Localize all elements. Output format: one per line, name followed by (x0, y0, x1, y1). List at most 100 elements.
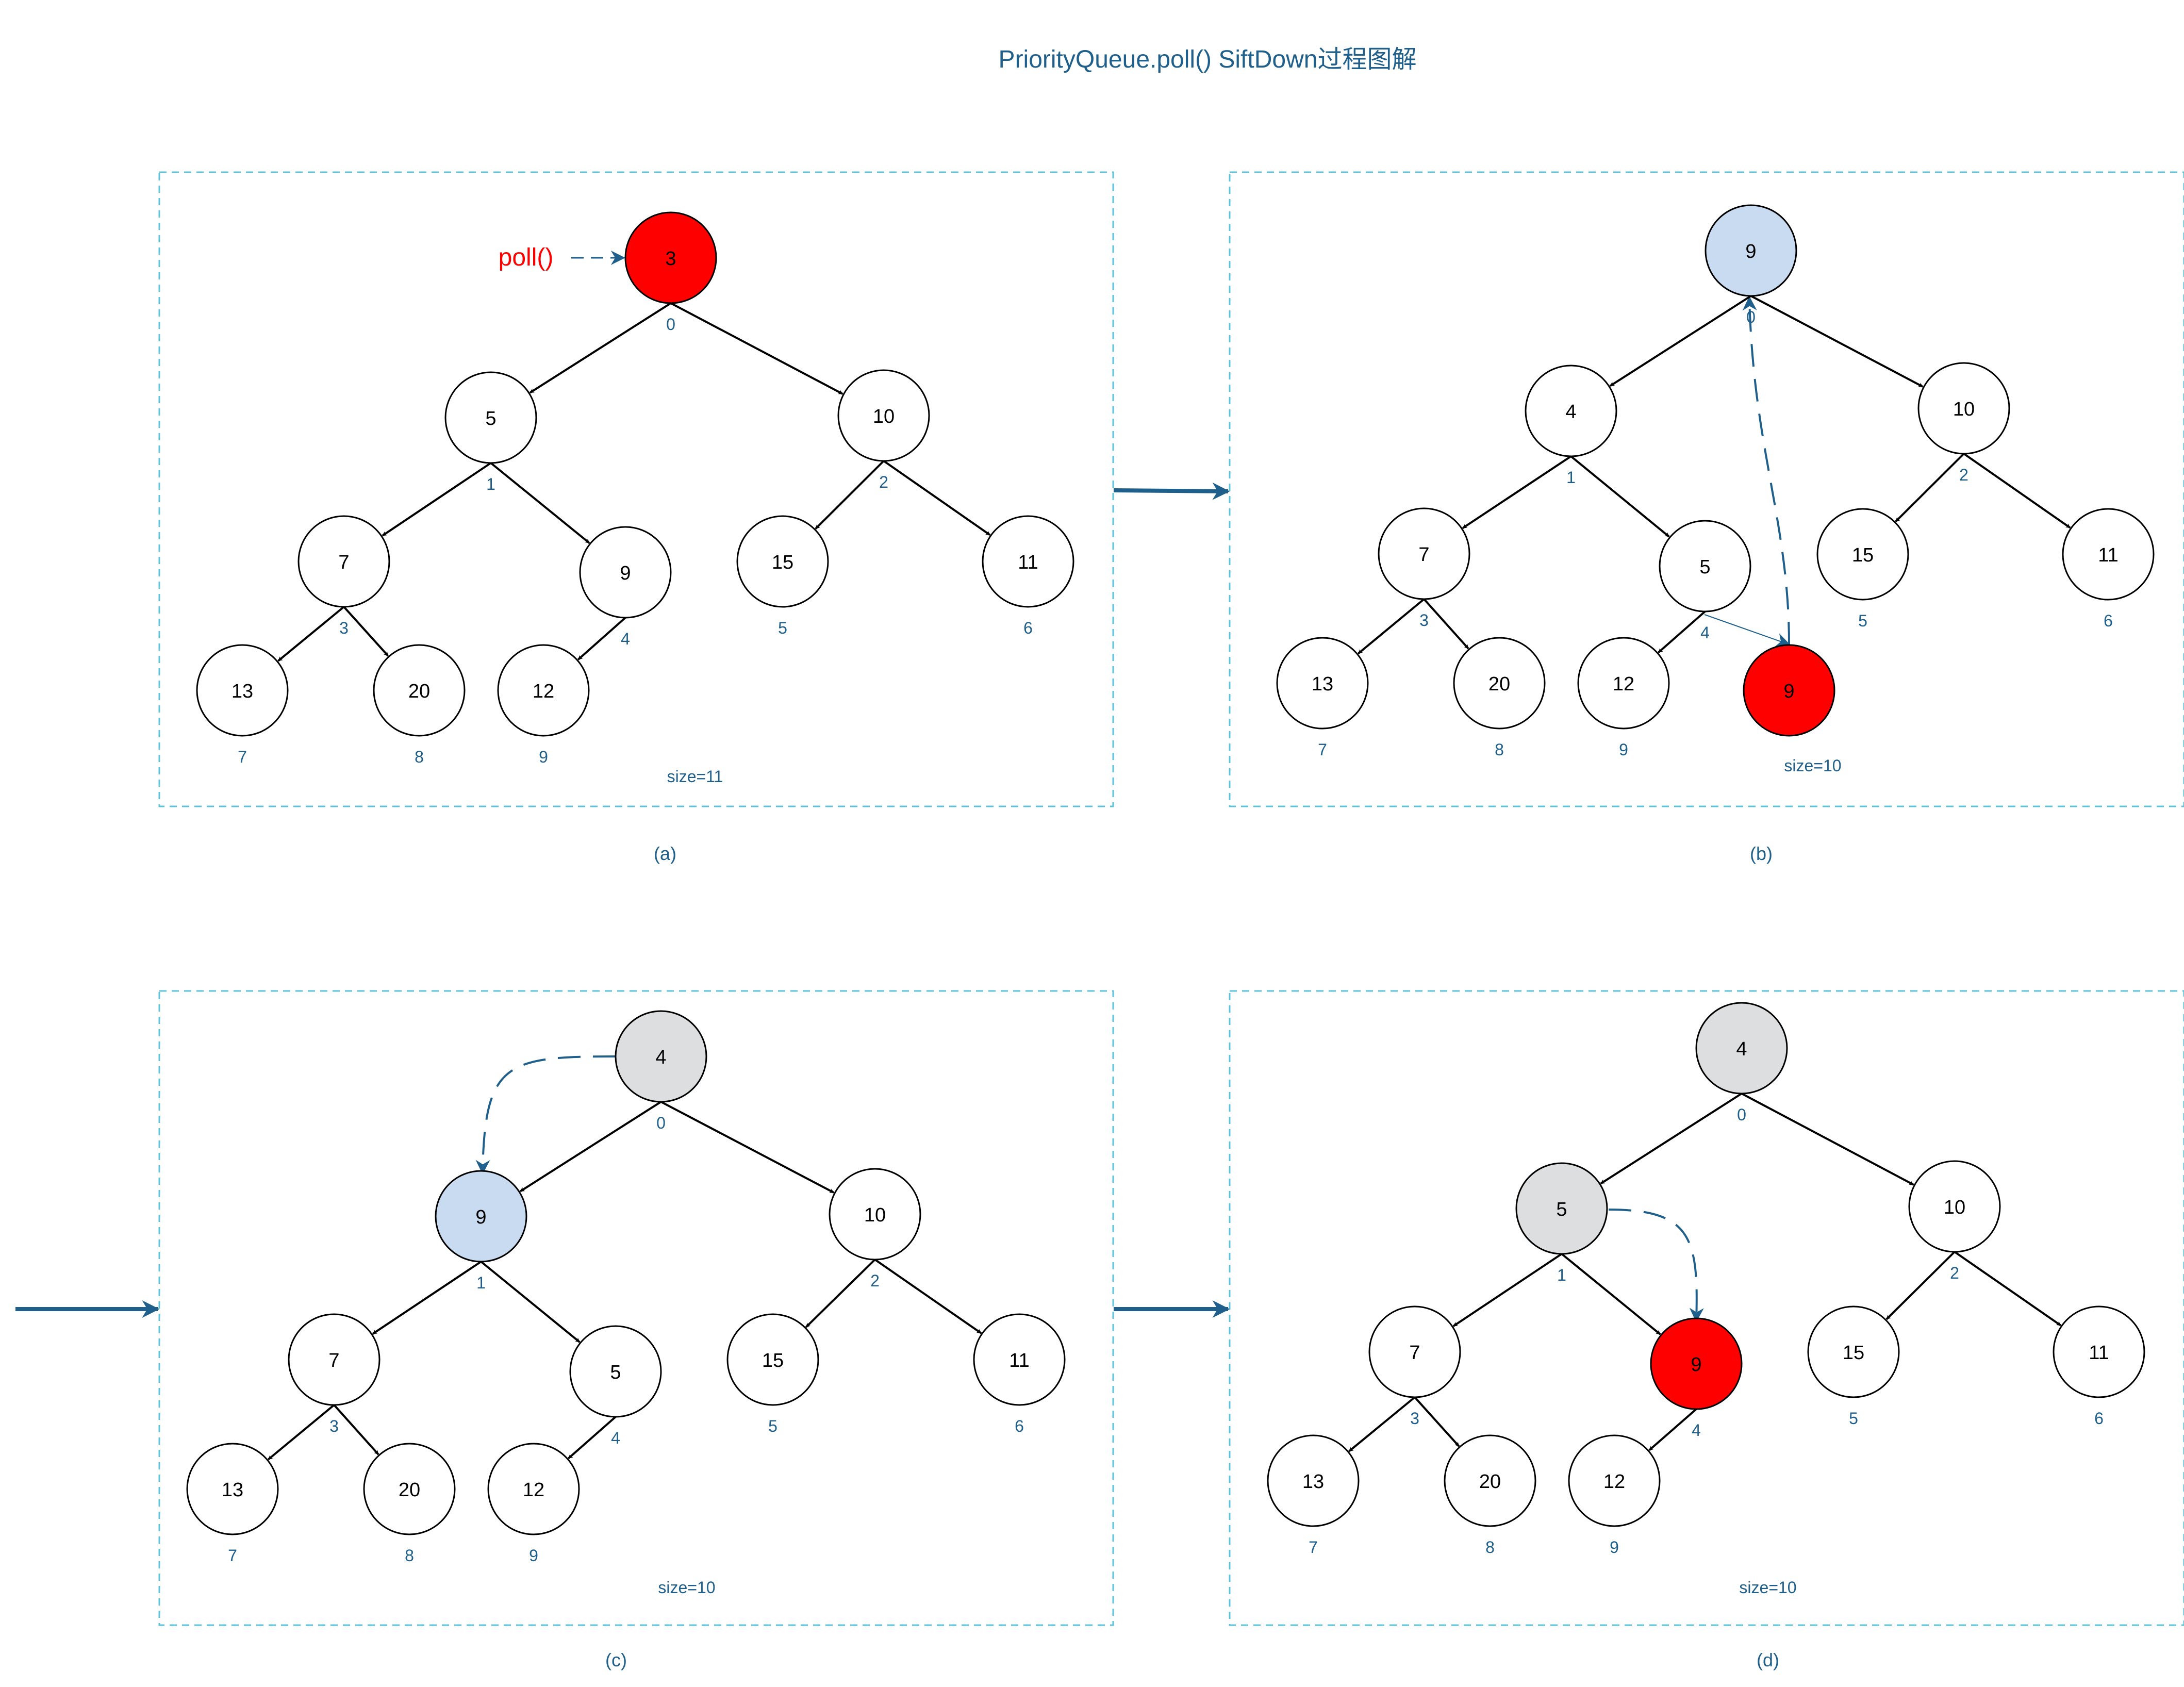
tree-edge (277, 606, 345, 662)
tree-edge (1658, 610, 1706, 654)
heap-node-index: 8 (415, 748, 424, 766)
heap-node-value: 20 (408, 681, 430, 702)
heap-node (1743, 644, 1835, 737)
poll-label: poll() (499, 244, 554, 271)
heap-node (186, 1443, 279, 1535)
heap-node-index: 4 (621, 630, 630, 648)
heap-node (373, 644, 466, 737)
heap-node-value: 9 (1691, 1354, 1701, 1376)
heap-node-value: 10 (873, 406, 895, 427)
tree-edge (1600, 1093, 1743, 1185)
heap-node-index: 8 (1485, 1538, 1495, 1557)
tree-edge (480, 1261, 581, 1343)
heap-node-index: 2 (1950, 1264, 1959, 1282)
tree-edge (670, 302, 843, 395)
heap-node-value: 3 (665, 248, 676, 270)
heap-node (1525, 365, 1617, 457)
heap-node-value: 10 (1953, 399, 1975, 420)
tree-edge (1895, 453, 1965, 522)
heap-node-value: 10 (1944, 1197, 1965, 1218)
heap-node-index: 2 (879, 473, 888, 491)
heap-node-value: 4 (1565, 401, 1576, 423)
tree-b: 9 0 4 1 10 2 7 3 5 4 15 5 11 6 13 7 20 8 12 9 9 (1276, 204, 2155, 759)
heap-node-index: 9 (539, 748, 548, 766)
tree-edge (1423, 598, 1469, 650)
heap-node-index: 6 (1015, 1417, 1024, 1435)
heap-node-value: 15 (1852, 544, 1874, 566)
heap-node-index: 6 (2104, 611, 2113, 630)
heap-node-value: 20 (399, 1479, 420, 1501)
heap-node-value: 9 (475, 1206, 486, 1228)
caption-d: (d) (1757, 1649, 1779, 1671)
heap-node (2062, 508, 2155, 601)
tree-edge (372, 1261, 482, 1335)
heap-node-index: 1 (1566, 468, 1576, 487)
heap-node-index: 7 (228, 1546, 237, 1565)
heap-node-index: 5 (1849, 1409, 1858, 1428)
heap-node (497, 644, 590, 737)
heap-node-value: 15 (762, 1350, 784, 1371)
tree-c: 4 0 9 1 10 2 7 3 5 4 15 5 11 6 13 7 20 8 12 9 (186, 1010, 1066, 1565)
heap-node-index: 1 (476, 1273, 486, 1292)
panel-frame-b (1229, 171, 2184, 807)
heap-node-value: 9 (1783, 681, 1794, 702)
heap-node-value: 5 (610, 1362, 621, 1383)
size-label-d: size=10 (1739, 1578, 1796, 1597)
caption-c: (c) (605, 1649, 627, 1671)
tree-edge (883, 460, 991, 536)
sift-arrow-c-root-to-left (475, 1055, 616, 1175)
tree-edge (333, 1404, 379, 1456)
tree-edge (1348, 1396, 1416, 1452)
tree-edge (1963, 453, 2071, 529)
tree-edge (660, 1101, 835, 1194)
heap-node (829, 1168, 921, 1261)
heap-node-value: 12 (523, 1479, 544, 1501)
heap-node-index: 8 (1495, 740, 1504, 759)
heap-node-value: 20 (1488, 673, 1510, 695)
heap-node-index: 2 (870, 1271, 880, 1290)
tree-a: 3 0 5 1 10 2 7 3 9 4 15 5 11 6 13 7 20 8 12 9 (196, 211, 1074, 766)
heap-node-index: 9 (1610, 1538, 1619, 1557)
heap-node-value: 20 (1479, 1471, 1501, 1493)
heap-node (1816, 508, 1909, 601)
heap-node-index: 5 (768, 1417, 777, 1435)
heap-node-value: 11 (1018, 552, 1038, 573)
heap-node (1659, 520, 1751, 613)
heap-node-value: 9 (1745, 241, 1756, 262)
tree-edge (1561, 1253, 1661, 1335)
heap-node (837, 369, 930, 462)
tree-edge (577, 617, 626, 660)
heap-node (1368, 1305, 1461, 1398)
heap-node-index: 9 (1619, 740, 1628, 759)
heap-node (1444, 1434, 1536, 1527)
tree-edge (1609, 295, 1752, 387)
heap-node-value: 11 (2089, 1342, 2109, 1364)
heap-node (1695, 1002, 1788, 1095)
heap-node-value: 15 (772, 552, 793, 573)
heap-node-index: 0 (666, 315, 675, 334)
heap-node-value: 11 (2098, 544, 2118, 566)
tree-edge (343, 606, 389, 657)
heap-node-value: 9 (620, 563, 631, 584)
heap-node (1453, 637, 1546, 730)
heap-node (1807, 1305, 1900, 1398)
tree-edge (268, 1404, 335, 1461)
heap-node-index: 0 (1746, 308, 1756, 326)
heap-node (982, 515, 1074, 608)
tree-edge (519, 1101, 662, 1193)
heap-node-index: 2 (1959, 466, 1968, 484)
heap-node-value: 7 (328, 1350, 339, 1371)
heap-node (1908, 1160, 2001, 1253)
heap-node-value: 12 (1613, 673, 1634, 695)
heap-node (569, 1325, 662, 1418)
heap-node-value: 4 (655, 1047, 666, 1068)
heap-node (435, 1170, 527, 1263)
heap-node-value: 5 (485, 408, 496, 429)
tree-edge (874, 1259, 982, 1334)
heap-node-index: 3 (1410, 1409, 1419, 1428)
size-label-a: size=11 (667, 767, 723, 786)
panel-frame-a (158, 171, 1114, 807)
tree-edge (1954, 1251, 2062, 1327)
heap-node (487, 1443, 580, 1535)
